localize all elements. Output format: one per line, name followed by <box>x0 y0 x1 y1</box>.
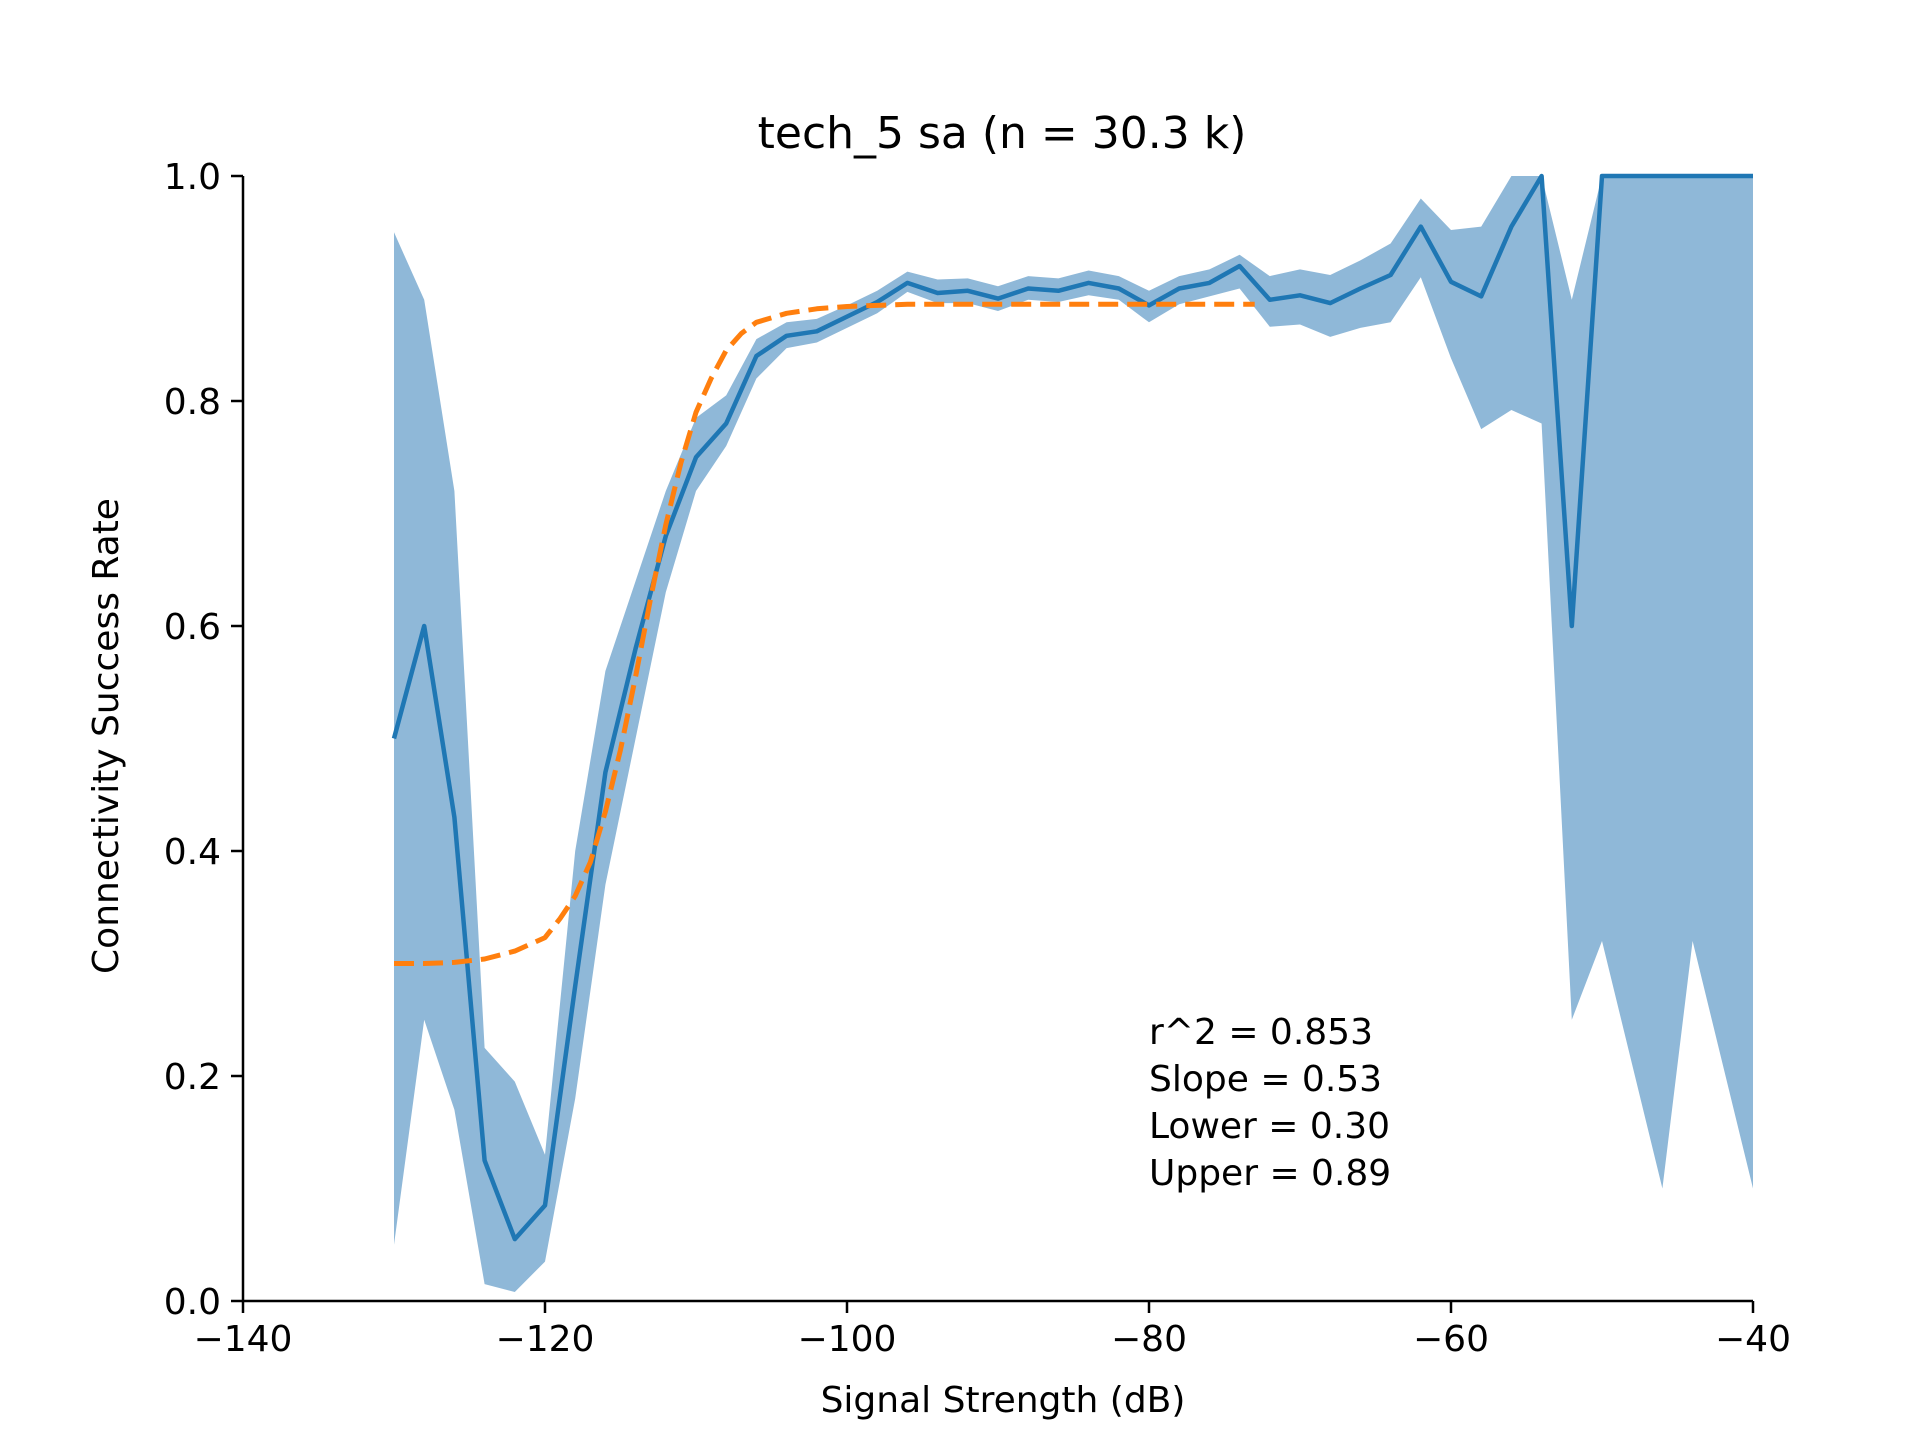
y-tick-label: 0.4 <box>164 832 221 873</box>
y-tick-label: 0.6 <box>164 607 221 648</box>
annotation-line: r^2 = 0.853 <box>1149 1012 1373 1053</box>
success-rate-line <box>391 173 1753 1242</box>
fit-stats-annotation: r^2 = 0.853 Slope = 0.53 Lower = 0.30 Upper… <box>1149 1012 1391 1194</box>
y-tick-label: 1.0 <box>164 157 221 198</box>
x-tick-label: −100 <box>798 1319 897 1360</box>
annotation-line: Upper = 0.89 <box>1149 1153 1391 1194</box>
confidence-band <box>394 176 1753 1292</box>
x-tick-label: −120 <box>496 1319 595 1360</box>
x-axis-label: Signal Strength (dB) <box>821 1380 1186 1421</box>
y-tick-label: 0.2 <box>164 1057 221 1098</box>
plot-area <box>391 173 1753 1292</box>
y-axis-label: Connectivity Success Rate <box>86 498 127 974</box>
y-tick-label: 0.8 <box>164 382 221 423</box>
y-tick-label: 0.0 <box>164 1282 221 1323</box>
fit-curve-line <box>394 301 1255 966</box>
x-tick-label: −140 <box>194 1319 293 1360</box>
x-tick-label: −80 <box>1111 1319 1187 1360</box>
x-tick-label: −60 <box>1413 1319 1489 1360</box>
chart-title: tech_5 sa (n = 30.3 k) <box>758 108 1247 159</box>
annotation-line: Lower = 0.30 <box>1149 1106 1390 1147</box>
x-tick-label: −40 <box>1715 1319 1791 1360</box>
axes: −140 −120 −100 −80 −60 −40 0.0 0.2 0.4 0.6 0.8 1.0 <box>164 157 1791 1360</box>
annotation-line: Slope = 0.53 <box>1149 1059 1382 1100</box>
